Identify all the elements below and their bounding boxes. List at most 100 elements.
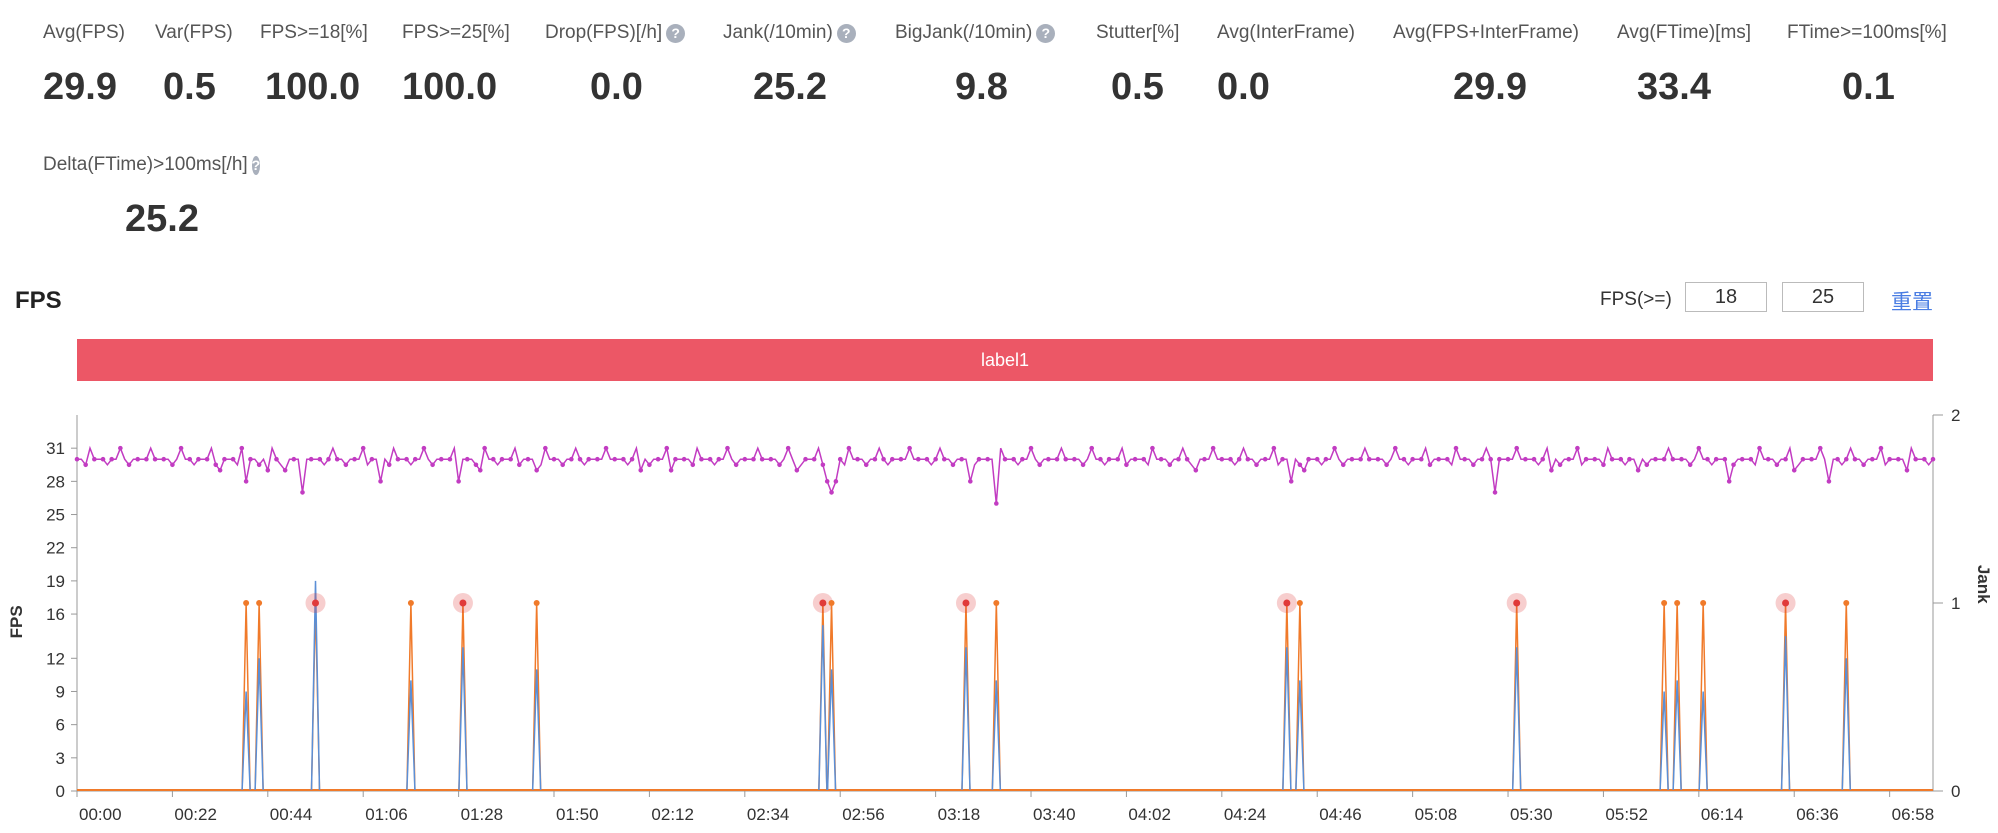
fps-point — [820, 462, 826, 468]
fps-point — [477, 467, 483, 473]
fps-point — [178, 445, 184, 451]
metric-metrics_row1-8: Avg(InterFrame) 0.0 — [1217, 22, 1397, 109]
fps-point — [1228, 456, 1233, 462]
fps-point — [569, 456, 574, 462]
fps-point — [638, 467, 644, 473]
fps-point — [447, 456, 453, 462]
fps-point — [1887, 456, 1892, 462]
metric-label-text: FPS>=25[%] — [402, 22, 510, 43]
fps-point — [187, 456, 193, 462]
fps-point — [525, 456, 531, 462]
fps-point — [222, 456, 227, 462]
metric-label: Delta(FTime)>100ms[/h]? — [43, 154, 261, 176]
y2-tick-label: 1 — [1951, 594, 1960, 613]
fps-point — [369, 456, 375, 462]
metric-metrics_row1-11: FTime>=100ms[%] 0.1 — [1787, 22, 1967, 109]
y-tick-label: 0 — [56, 782, 65, 801]
fps-point — [829, 490, 834, 495]
fps-point — [243, 479, 249, 484]
fps-point — [543, 445, 548, 451]
fps-point — [1280, 456, 1285, 462]
metric-label-text: BigJank(/10min) — [895, 22, 1033, 43]
metric-metrics_row1-4: Drop(FPS)[/h]? 0.0 — [545, 22, 725, 109]
bigjank-point — [1782, 599, 1790, 607]
fps-point — [456, 479, 461, 484]
fps-point — [733, 462, 739, 468]
metric-metrics_row1-0: Avg(FPS) 29.9 — [43, 22, 223, 109]
bigjank-point — [312, 599, 320, 607]
fps-point — [577, 456, 583, 462]
fps-point — [1878, 445, 1884, 451]
help-icon[interactable]: ? — [251, 155, 261, 175]
fps-point — [1679, 456, 1684, 462]
metric-value: 25.2 — [753, 66, 827, 108]
fps-point — [1462, 456, 1467, 462]
fps-point — [1271, 445, 1277, 451]
fps-point — [1817, 445, 1823, 451]
metric-label: Avg(InterFrame) — [1217, 22, 1397, 44]
fps-point — [1358, 456, 1363, 462]
fps-point — [1739, 456, 1745, 462]
fps-point — [1835, 456, 1840, 462]
fps-point — [1722, 456, 1728, 462]
metric-value: 100.0 — [265, 66, 361, 108]
label-band[interactable]: label1 — [77, 339, 1933, 381]
fps-point — [92, 456, 97, 462]
metric-label-text: Avg(InterFrame) — [1217, 22, 1355, 43]
fps-point — [517, 462, 522, 468]
fps-point — [1349, 456, 1355, 462]
fps-point — [647, 462, 652, 468]
label-band-text: label1 — [980, 349, 1030, 370]
fps-point — [1366, 456, 1372, 462]
metric-metrics_row1-5: Jank(/10min)? 25.2 — [723, 22, 903, 109]
fps-point — [777, 462, 782, 468]
metric-metrics_row1-1: Var(FPS) 0.5 — [155, 22, 335, 109]
fps-point — [959, 456, 964, 462]
fps-point — [1202, 456, 1207, 462]
x-tick-label: 06:14 — [1701, 805, 1744, 824]
drop-spike — [1282, 647, 1292, 791]
jank-point — [1296, 600, 1303, 606]
fps-point — [1453, 445, 1459, 451]
reset-link[interactable]: 重置 — [1891, 291, 1933, 314]
fps-point — [239, 445, 245, 451]
jank-point — [256, 600, 263, 606]
fps-point — [759, 456, 765, 462]
fps-point — [499, 456, 505, 462]
drop-spike — [458, 647, 468, 791]
fps-threshold-input-2[interactable] — [1782, 282, 1864, 312]
drop-spike — [310, 580, 321, 791]
fps-point — [794, 467, 800, 473]
fps-threshold-input-1[interactable] — [1685, 282, 1767, 312]
fps-point — [1705, 456, 1710, 462]
fps-point — [1210, 445, 1216, 451]
fps-point — [837, 456, 843, 462]
fps-point — [707, 456, 713, 462]
help-icon[interactable]: ? — [666, 23, 686, 43]
fps-point — [933, 456, 938, 462]
fps-point — [1245, 456, 1251, 462]
fps-point — [1791, 467, 1797, 473]
fps-point — [1028, 445, 1034, 451]
fps-point — [1696, 445, 1702, 451]
x-tick-label: 05:08 — [1415, 805, 1458, 824]
fps-threshold-label: FPS(>=) — [1600, 289, 1672, 310]
fps-point — [941, 456, 947, 462]
fps-point — [1063, 456, 1069, 462]
metric-label: BigJank(/10min)? — [895, 22, 1075, 44]
help-icon[interactable]: ? — [836, 23, 856, 43]
drop-spike — [1841, 658, 1852, 791]
x-tick-label: 00:22 — [174, 805, 217, 824]
metric-value: 0.0 — [590, 66, 643, 108]
metric-value: 0.5 — [163, 66, 216, 108]
fps-point — [1618, 456, 1624, 462]
fps-point — [621, 456, 626, 462]
fps-point — [833, 479, 839, 484]
jank-point — [1843, 600, 1850, 606]
fps-point — [204, 456, 210, 462]
metric-value: 9.8 — [955, 66, 1008, 108]
fps-point — [74, 456, 80, 462]
help-icon[interactable]: ? — [1036, 23, 1056, 43]
fps-point — [1670, 456, 1676, 462]
